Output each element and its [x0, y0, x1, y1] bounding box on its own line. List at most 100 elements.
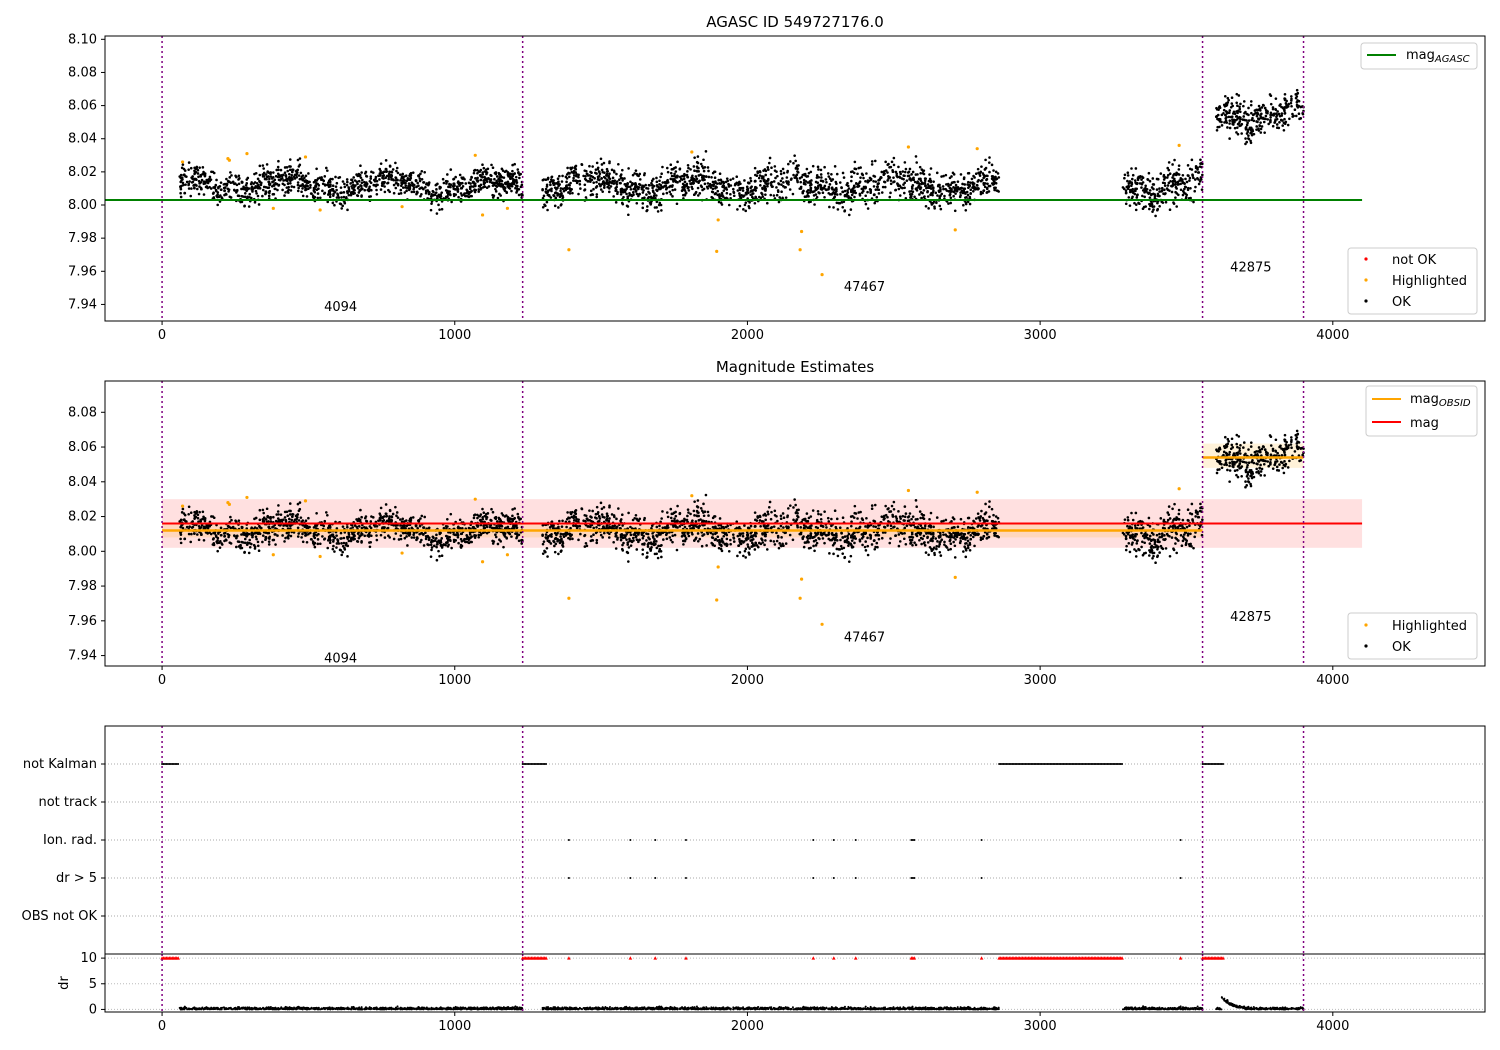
ok-point [388, 518, 391, 522]
ok-point [757, 176, 761, 180]
ok-point [610, 181, 614, 185]
obsid-label: 47467 [844, 280, 885, 295]
ok-point [835, 517, 839, 521]
ok-point [840, 201, 844, 204]
ok-point [350, 178, 354, 182]
ok-point [779, 172, 783, 176]
ok-point [281, 182, 285, 186]
ok-point [1216, 113, 1220, 117]
ok-point [459, 537, 463, 541]
ok-point [602, 186, 606, 189]
ok-point [875, 541, 879, 545]
ok-point [255, 181, 259, 185]
ok-point [179, 533, 183, 536]
ok-point [1179, 176, 1183, 180]
ok-point [222, 186, 226, 190]
ok-point [962, 189, 966, 193]
ok-point [882, 173, 886, 177]
ok-point [1291, 115, 1294, 118]
ok-point [478, 514, 482, 518]
ok-point [910, 192, 914, 196]
ok-point [323, 175, 327, 178]
ok-point [545, 185, 549, 188]
ok-point [670, 174, 674, 178]
ok-point [558, 193, 562, 196]
ok-point [697, 170, 700, 173]
ok-point [910, 185, 914, 189]
ok-point [596, 166, 600, 170]
ok-point [701, 188, 704, 192]
ok-point [399, 537, 403, 541]
ok-point [561, 174, 564, 178]
highlighted-point [715, 249, 719, 254]
ok-point [412, 186, 416, 189]
ok-point [654, 196, 657, 200]
ok-point [595, 172, 598, 175]
ok-point [509, 172, 512, 176]
highlighted-point [953, 228, 957, 232]
ok-point [416, 181, 419, 185]
ok-point [769, 181, 773, 185]
ok-point [256, 540, 260, 544]
ok-point [936, 540, 939, 543]
ok-point [931, 193, 934, 197]
ok-point [980, 165, 983, 168]
ok-point [870, 543, 874, 546]
ok-point [1171, 163, 1174, 166]
ok-point [400, 177, 403, 180]
ok-point [864, 202, 868, 206]
ok-point [180, 511, 184, 514]
ok-point [969, 192, 972, 195]
ok-point [440, 191, 444, 194]
ok-point [448, 535, 451, 539]
ok-point [1200, 162, 1204, 166]
ok-point [592, 187, 595, 191]
ok-point [372, 183, 376, 187]
ok-point [635, 201, 639, 205]
ok-point [488, 525, 492, 529]
ok-point [445, 182, 448, 185]
ok-point [360, 184, 363, 188]
ok-point [519, 185, 523, 189]
ok-point [274, 181, 277, 185]
ok-point [553, 186, 557, 189]
ok-point [737, 181, 741, 185]
ok-point [499, 524, 503, 528]
ok-point [1257, 127, 1260, 131]
ok-point [312, 180, 316, 184]
ok-point [1174, 185, 1178, 189]
ok-point [945, 189, 949, 192]
ok-point [544, 204, 547, 208]
ok-point [616, 190, 619, 194]
ok-point [550, 189, 553, 193]
ok-point [687, 189, 691, 192]
ok-point [1161, 201, 1165, 204]
ok-point [253, 517, 256, 521]
ok-point [286, 182, 290, 186]
ok-point [956, 180, 960, 183]
ok-point [569, 166, 572, 170]
ok-point [626, 195, 630, 199]
ok-point [769, 183, 773, 187]
ok-point [187, 532, 191, 536]
ok-point [340, 196, 343, 199]
ok-point [252, 543, 256, 547]
ok-point [1134, 187, 1137, 191]
ok-point [824, 178, 828, 181]
ok-point [251, 535, 254, 539]
ok-point [483, 181, 487, 185]
ok-point [304, 519, 308, 522]
ok-point [942, 174, 945, 178]
ok-point [514, 532, 517, 535]
ok-point [196, 168, 200, 172]
ok-point [1189, 186, 1192, 190]
ok-point [315, 511, 318, 515]
ok-point [759, 179, 762, 183]
ok-point [305, 184, 309, 187]
ok-point [556, 181, 560, 185]
ok-point [346, 537, 349, 540]
ok-point [1239, 110, 1242, 114]
ok-point [1128, 180, 1132, 184]
ok-point [469, 190, 473, 194]
